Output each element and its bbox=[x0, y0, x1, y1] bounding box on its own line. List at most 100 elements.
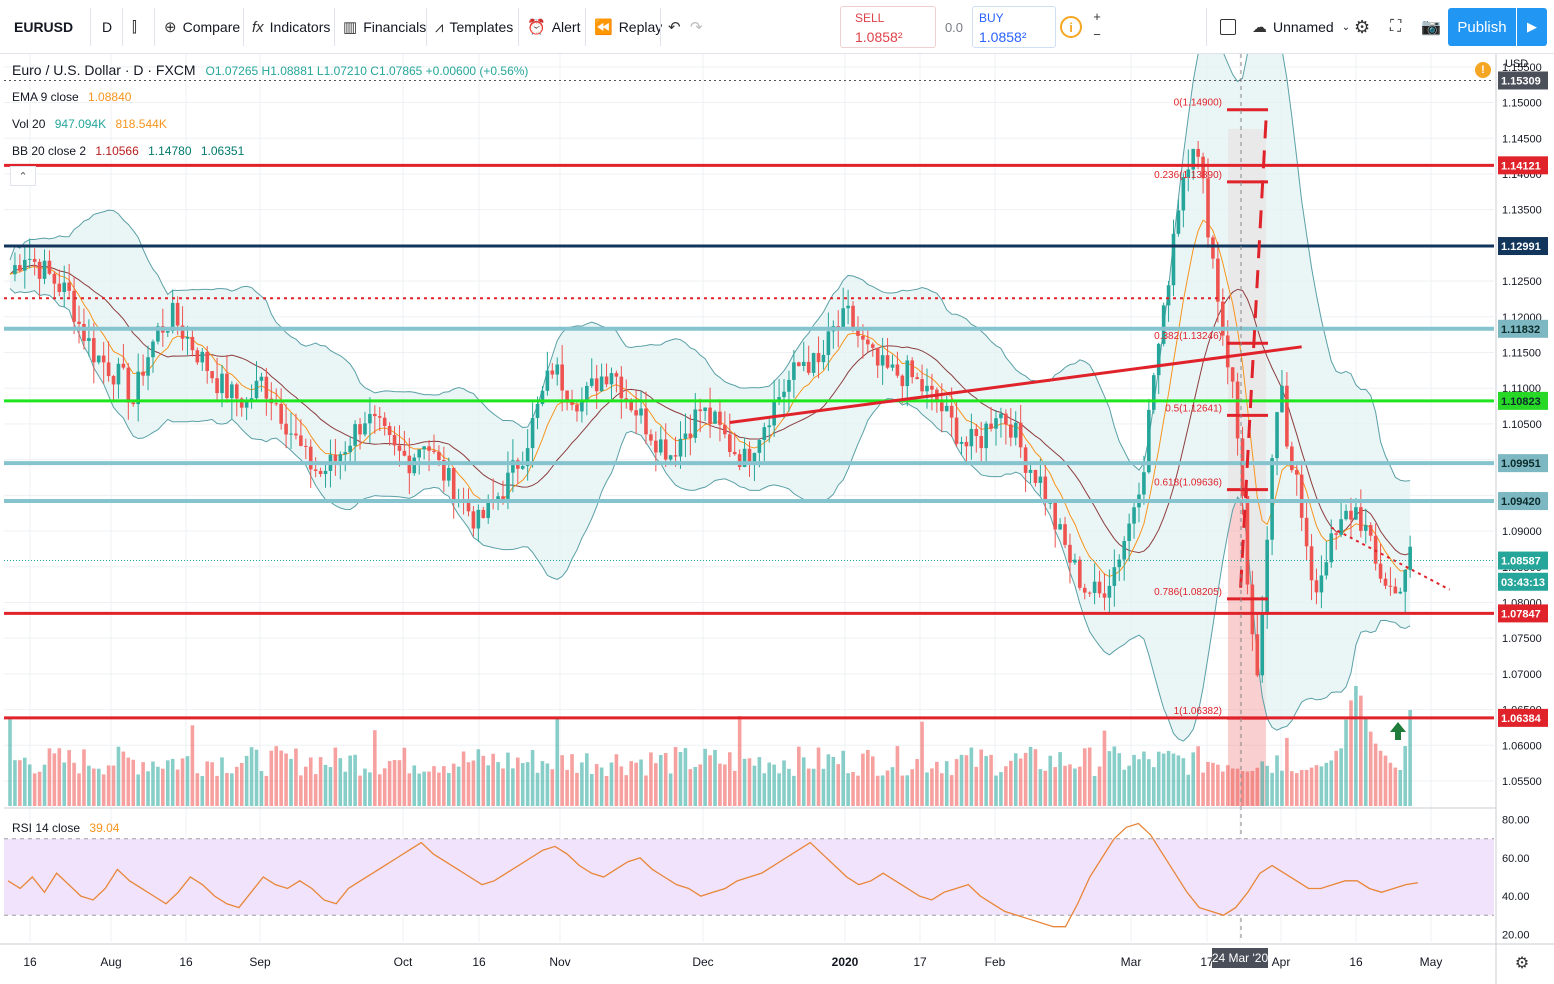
volume-bar bbox=[1196, 746, 1200, 806]
bar-style-button[interactable]: ⫿ bbox=[132, 0, 143, 54]
candle-body bbox=[644, 408, 648, 435]
volume-label: Vol 20 bbox=[12, 117, 46, 131]
candle-body bbox=[392, 435, 397, 446]
candle-body bbox=[1359, 507, 1363, 531]
templates-button[interactable]: ⩘ Templates bbox=[435, 0, 513, 54]
drawings[interactable]: 0(1.14900) 0.236(1.13890) 0.382(1.13246) 0.… bbox=[4, 54, 1494, 942]
financials-button[interactable]: ▥ Financials bbox=[343, 0, 426, 54]
info-icon[interactable]: i bbox=[1060, 16, 1082, 38]
candle-body bbox=[1216, 258, 1220, 302]
fullscreen-button[interactable]: ⛶ bbox=[1390, 0, 1407, 54]
descending-trendline[interactable] bbox=[1330, 526, 1451, 591]
candle-body bbox=[792, 362, 796, 380]
volume-bar bbox=[668, 773, 673, 806]
candle-body bbox=[1398, 591, 1403, 594]
warning-icon[interactable]: ! bbox=[1475, 62, 1491, 78]
sell-button[interactable]: SELL 1.0858² bbox=[840, 6, 936, 48]
candle-body bbox=[180, 325, 185, 339]
bb-upper-value: 1.14780 bbox=[148, 144, 192, 158]
price-badge-bg bbox=[1498, 71, 1548, 90]
alert-button[interactable]: ⏰ Alert bbox=[527, 0, 580, 54]
volume-bar bbox=[387, 761, 392, 806]
volume-bar bbox=[930, 768, 934, 806]
volume-legend[interactable]: Vol 20 947.094K 818.544K bbox=[12, 117, 167, 131]
snapshot-button[interactable]: 📷 bbox=[1421, 0, 1447, 54]
candle-body bbox=[594, 378, 599, 392]
candle-body bbox=[156, 326, 160, 342]
candle-body bbox=[1023, 447, 1028, 473]
volume-bar bbox=[382, 768, 387, 806]
volume-bar bbox=[437, 772, 441, 806]
volume-ma-value: 818.544K bbox=[115, 117, 167, 131]
candle-body bbox=[599, 376, 604, 392]
volume-bar bbox=[338, 758, 343, 806]
volume-bar bbox=[698, 764, 703, 806]
publish-button[interactable]: Publish bbox=[1448, 8, 1516, 46]
candle-body bbox=[1393, 586, 1398, 594]
candle-body bbox=[506, 472, 510, 499]
price-tick-label: 1.09000 bbox=[1502, 526, 1542, 538]
volume-bar bbox=[683, 748, 688, 806]
volume-bar bbox=[1245, 771, 1250, 806]
candle-body bbox=[797, 362, 801, 366]
volume-bar bbox=[1137, 759, 1141, 806]
volume-bar bbox=[461, 751, 466, 806]
ema-legend[interactable]: EMA 9 close 1.08840 bbox=[12, 90, 131, 104]
layout-name-button[interactable]: ☁ Unnamed ⌄ bbox=[1252, 0, 1350, 54]
volume-bar bbox=[397, 760, 402, 806]
candle-body bbox=[1181, 177, 1186, 211]
axis-settings-icon[interactable]: ⚙ bbox=[1515, 953, 1529, 972]
volume-bar bbox=[1033, 749, 1038, 806]
volume-bar bbox=[62, 762, 67, 806]
volume-bar bbox=[353, 754, 357, 806]
candle-body bbox=[185, 336, 190, 339]
candle-body bbox=[67, 282, 71, 291]
undo-button[interactable]: ↶ bbox=[668, 0, 687, 54]
volume-bar bbox=[121, 751, 126, 806]
arrow-up-icon bbox=[1390, 722, 1406, 740]
price-chart[interactable]: 0(1.14900) 0.236(1.13890) 0.382(1.13246) 0.… bbox=[0, 54, 1554, 984]
collapse-legend-button[interactable]: ⌃ bbox=[10, 166, 36, 186]
volume-bar bbox=[1211, 762, 1215, 806]
quantity-stepper[interactable]: + − bbox=[1093, 9, 1101, 42]
volume-bar bbox=[944, 761, 949, 806]
settings-button[interactable]: ⚙ bbox=[1354, 0, 1376, 54]
replay-button[interactable]: ⏪ Replay bbox=[594, 0, 662, 54]
time-tick-label: Dec bbox=[692, 955, 713, 969]
volume-bar bbox=[1373, 743, 1378, 806]
rsi-legend[interactable]: RSI 14 close 39.04 bbox=[12, 821, 119, 835]
candle-body bbox=[688, 433, 693, 438]
trendline[interactable] bbox=[729, 345, 1302, 424]
price-axis[interactable]: 1.155001.150001.145001.140001.135001.130… bbox=[0, 54, 1554, 984]
publish-dropdown-button[interactable]: ▶ bbox=[1517, 8, 1547, 46]
candle-body bbox=[1368, 525, 1373, 536]
symbol-search-button[interactable]: EURUSD bbox=[14, 0, 73, 54]
candle-body bbox=[861, 335, 865, 340]
compare-button[interactable]: ⊕ Compare bbox=[164, 0, 240, 54]
candle-body bbox=[1092, 581, 1097, 593]
toolbar-divider bbox=[243, 8, 244, 46]
bb-legend[interactable]: BB 20 close 2 1.10566 1.14780 1.06351 bbox=[12, 144, 244, 158]
volume-bar bbox=[1112, 746, 1117, 806]
candle-body bbox=[560, 364, 564, 391]
candle-body bbox=[1299, 474, 1304, 518]
interval-button[interactable]: D bbox=[102, 0, 112, 54]
redo-button[interactable]: ↷ bbox=[690, 0, 709, 54]
price-badge-03:43:13: 03:43:13 bbox=[1501, 577, 1545, 589]
chart-area[interactable]: 0(1.14900) 0.236(1.13890) 0.382(1.13246) 0.… bbox=[0, 54, 1554, 984]
volume-bar bbox=[570, 754, 574, 806]
symbol-legend: Euro / U.S. Dollar · D · FXCM O1.07265 H… bbox=[12, 62, 528, 78]
candle-body bbox=[1186, 169, 1191, 178]
candle-body bbox=[821, 354, 826, 363]
buy-button[interactable]: BUY 1.0858² bbox=[972, 6, 1056, 48]
indicators-button[interactable]: fx Indicators bbox=[252, 0, 330, 54]
candle-body bbox=[195, 350, 200, 363]
dashed-projection-line[interactable] bbox=[1238, 120, 1268, 599]
volume-bar bbox=[136, 774, 140, 806]
volume-bar bbox=[969, 747, 974, 806]
watchlist-checkbox[interactable] bbox=[1220, 0, 1236, 54]
candle-body bbox=[106, 362, 111, 377]
candle-body bbox=[910, 360, 915, 378]
volume-bar bbox=[658, 754, 663, 806]
volume-bar bbox=[1127, 765, 1131, 806]
